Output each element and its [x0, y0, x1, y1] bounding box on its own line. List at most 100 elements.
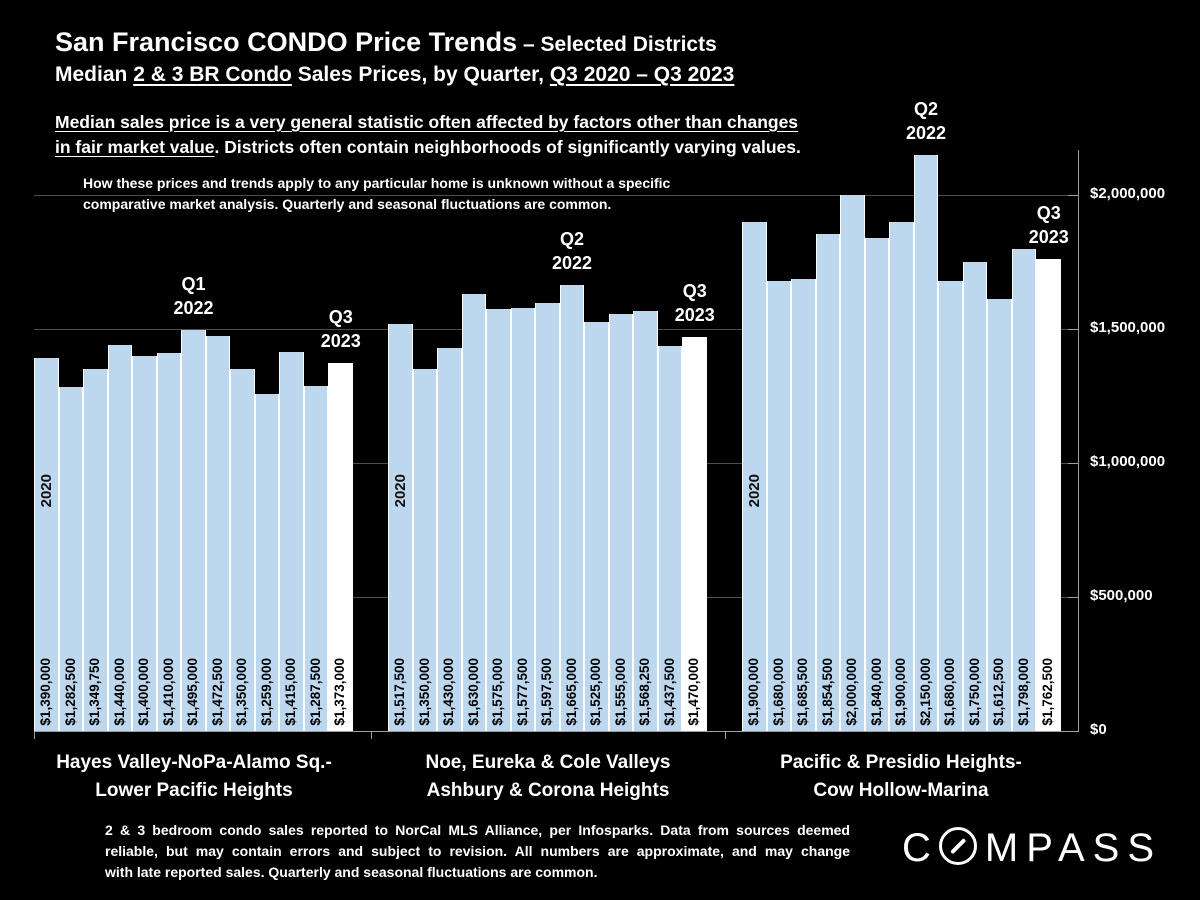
subtitle-underlined-1: 2 & 3 BR Condo: [133, 63, 292, 86]
gridline: [34, 195, 1078, 196]
quarter-annotation-line2: 2023: [674, 305, 715, 326]
bar-value-label: $1,495,000: [185, 658, 201, 726]
bar-group: $1,390,000 $1,282,500 $1,349,750 $1,440,000…: [34, 150, 353, 731]
y-axis-line: [1078, 150, 1079, 732]
bar: $1,390,000: [34, 358, 59, 731]
bar: $1,854,500: [815, 234, 841, 731]
compass-o-icon: [938, 827, 977, 865]
bar-value-label: $1,259,000: [258, 658, 274, 726]
footer-disclaimer-line1: 2 & 3 bedroom condo sales reported to No…: [105, 822, 850, 838]
quarter-annotation-line2: 2023: [320, 331, 361, 352]
bar: $1,577,500: [510, 308, 536, 731]
disclaimer-primary: Median sales price is a very general sta…: [55, 110, 801, 160]
quarter-annotation-line2: 2022: [552, 252, 593, 273]
page-title: San Francisco CONDO Price Trends – Selec…: [55, 27, 717, 58]
x-axis-line: [34, 731, 1079, 732]
bar: $1,612,500: [987, 298, 1012, 731]
bar: $1,680,000: [766, 280, 792, 731]
y-axis-label: $2,000,000: [1090, 185, 1166, 202]
bar: $1,440,000: [107, 345, 133, 731]
x-axis-tick: [33, 732, 35, 739]
compass-needle-icon: [949, 838, 966, 854]
axis-tick: [1068, 329, 1078, 330]
axis-tick: [1068, 463, 1078, 464]
y-axis-label: $500,000: [1090, 587, 1153, 604]
bar: $1,470,000: [682, 337, 707, 731]
footer-disclaimer-line3: with late reported sales. Quarterly and …: [105, 864, 598, 880]
y-axis-label: $1,000,000: [1090, 453, 1166, 470]
bar-value-label: $1,577,500: [514, 658, 530, 726]
bar: $1,350,000: [412, 369, 438, 731]
bar: $1,798,000: [1011, 249, 1037, 731]
y-axis-label: $1,500,000: [1090, 319, 1166, 336]
quarter-annotation-line1: Q3: [1036, 202, 1061, 223]
bar: $1,750,000: [962, 262, 988, 731]
subtitle-mid: Sales Prices, by Quarter,: [291, 63, 550, 86]
bar-value-label: $1,762,500: [1040, 658, 1056, 726]
bar-value-label: $1,680,000: [770, 658, 786, 726]
bar-value-label: $1,415,000: [283, 658, 299, 726]
bar: $1,517,500: [388, 324, 413, 731]
bar-value-label: $1,665,000: [563, 658, 579, 726]
quarter-annotation: Q2 2022: [512, 227, 632, 275]
disclaimer-secondary-line2: comparative market analysis. Quarterly a…: [83, 196, 612, 212]
footer-disclaimer: 2 & 3 bedroom condo sales reported to No…: [105, 820, 850, 883]
quarter-annotation: Q2 2022: [866, 97, 986, 145]
bar-value-label: $1,597,500: [539, 658, 555, 726]
group-label-hayes-valley: Hayes Valley-NoPa-Alamo Sq.- Lower Pacif…: [56, 752, 332, 801]
disclaimer-secondary: How these prices and trends apply to any…: [83, 173, 670, 215]
bar: $2,000,000: [840, 195, 865, 731]
bar-value-label: $1,854,500: [819, 658, 835, 726]
bar-value-label: $1,350,000: [416, 658, 432, 726]
quarter-annotation: Q1 2022: [134, 272, 254, 320]
bar-group: $1,517,500 $1,350,000 $1,430,000 $1,630,000…: [388, 150, 707, 731]
subtitle-prefix: Median: [55, 63, 134, 86]
bar-value-label: $2,150,000: [917, 658, 933, 726]
bar-value-label: $1,282,500: [62, 658, 78, 726]
bar-value-label: $1,287,500: [307, 658, 323, 726]
quarter-annotation-line1: Q2: [914, 98, 939, 119]
bar: $1,525,000: [584, 322, 609, 731]
bar: $1,762,500: [1036, 258, 1061, 731]
year-start-label: 2020: [392, 473, 410, 507]
quarter-annotation: Q3 2023: [989, 201, 1109, 249]
compass-logo-mpass: MPASS: [984, 826, 1162, 870]
quarter-annotation-line2: 2022: [173, 298, 214, 319]
year-start-label: 2020: [746, 473, 764, 507]
year-start-label: 2020: [38, 473, 56, 507]
compass-logo: C MPASS: [902, 826, 1162, 871]
bar: $1,410,000: [156, 353, 182, 731]
axis-tick: [1068, 597, 1078, 598]
quarter-annotation: Q3 2023: [281, 305, 401, 353]
bar-value-label: $1,612,500: [991, 658, 1007, 726]
bar: $1,630,000: [461, 294, 487, 731]
x-axis-tick: [370, 732, 372, 739]
bar: $1,597,500: [535, 302, 560, 731]
axis-tick: [1068, 195, 1078, 196]
bar-value-label: $1,390,000: [38, 658, 53, 726]
subtitle: Median 2 & 3 BR Condo Sales Prices, by Q…: [55, 63, 734, 87]
footer-disclaimer-line2: reliable, but may contain errors and sub…: [105, 843, 850, 859]
bar-value-label: $1,750,000: [966, 658, 982, 726]
bar: $1,430,000: [437, 347, 462, 731]
bar: $1,282,500: [58, 387, 84, 731]
bar-value-label: $1,472,500: [209, 658, 225, 726]
bar-value-label: $1,840,000: [868, 658, 884, 726]
quarter-annotation-line1: Q2: [560, 228, 585, 249]
bar-chart: $0 $500,000 $1,000,000 $1,500,000 $2,000,000…: [33, 99, 1194, 739]
bar: $1,400,000: [132, 355, 157, 731]
y-axis-label: $0: [1090, 721, 1107, 738]
bar: $1,840,000: [864, 237, 890, 731]
quarter-annotation-line1: Q3: [328, 307, 353, 328]
bar-value-label: $1,680,000: [942, 658, 958, 726]
quarter-annotation-line2: 2022: [906, 122, 947, 143]
bar: $1,575,000: [486, 308, 511, 731]
bar-value-label: $1,430,000: [441, 658, 457, 726]
disclaimer-secondary-line1: How these prices and trends apply to any…: [83, 175, 671, 191]
bar: $1,555,000: [608, 314, 634, 731]
quarter-annotation: Q3 2023: [635, 279, 755, 327]
quarter-annotation-line2: 2023: [1028, 226, 1069, 247]
bar-group: $1,900,000 $1,680,000 $1,685,500 $1,854,500…: [742, 150, 1061, 731]
bar-value-label: $1,349,750: [87, 658, 103, 726]
bar: $1,568,250: [633, 310, 658, 731]
